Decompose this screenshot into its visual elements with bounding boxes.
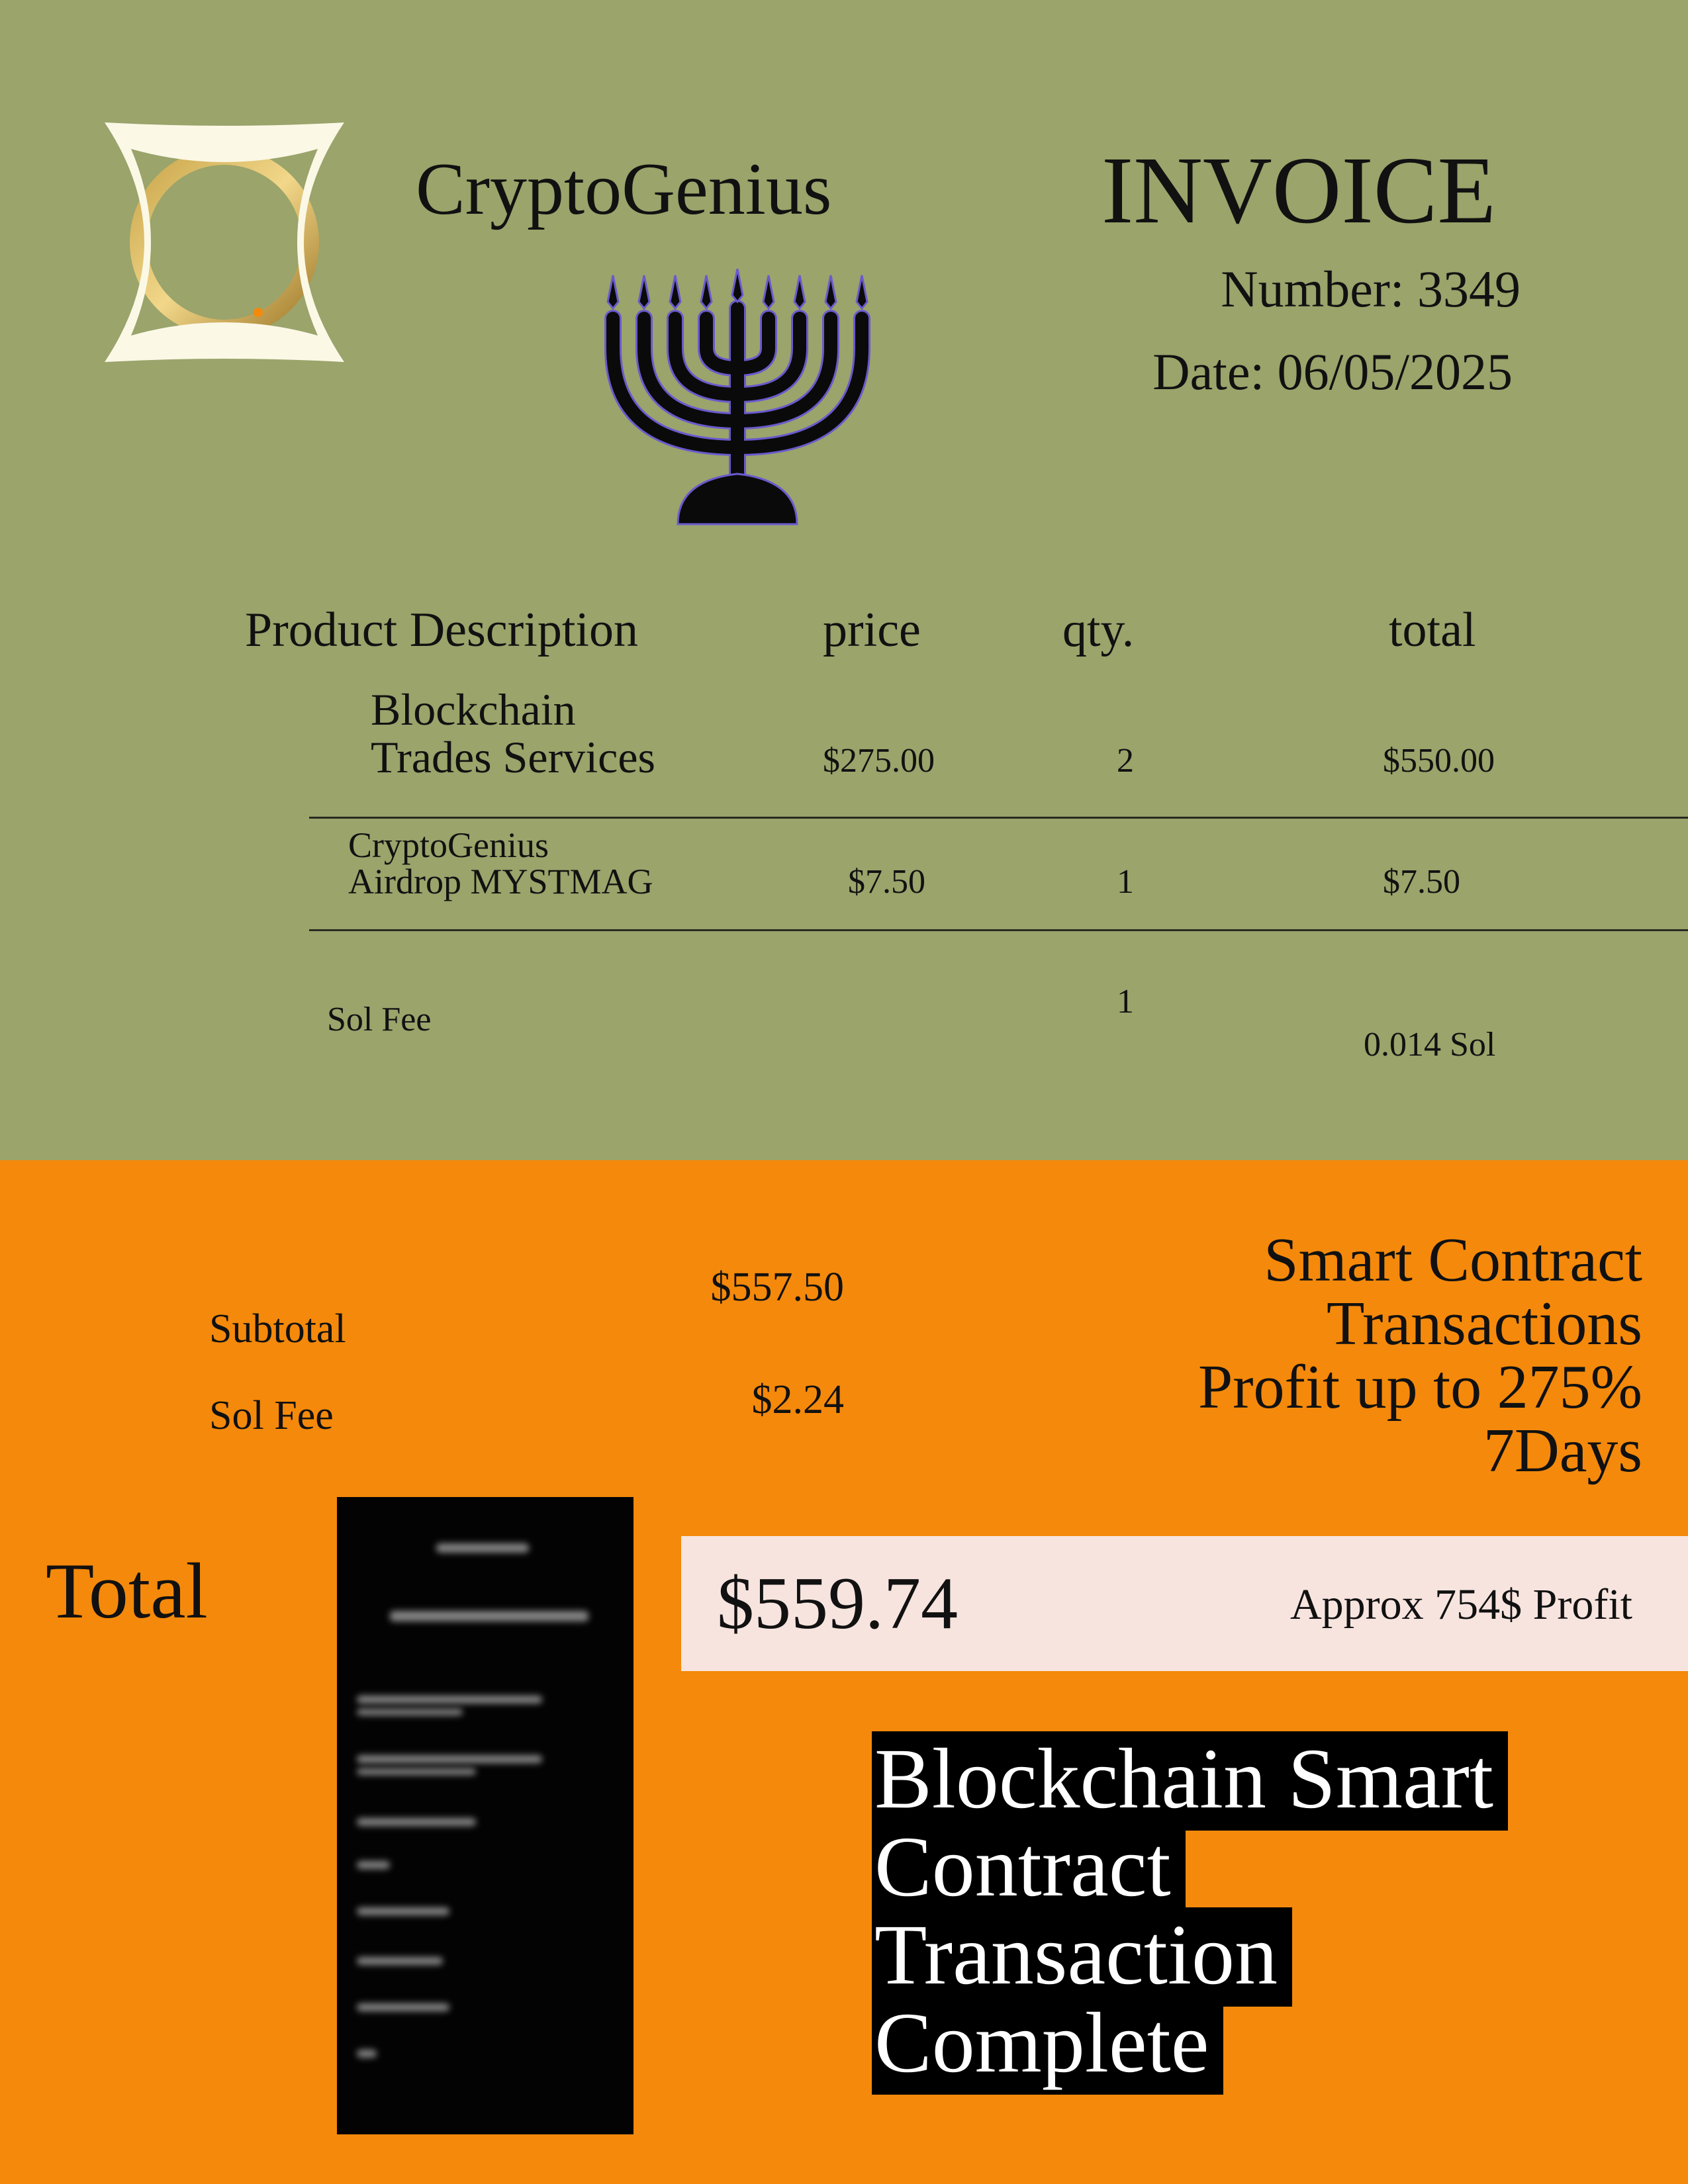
blurred-transaction-screenshot [337, 1497, 633, 2134]
total-value: $559.74 [717, 1563, 958, 1645]
row1-price: $275.00 [823, 742, 935, 780]
total-label: Total [46, 1547, 208, 1635]
header-total: total [1389, 603, 1476, 657]
promo-text: Smart Contract Transactions Profit up to… [1198, 1228, 1642, 1482]
header-section [0, 0, 1688, 1160]
invoice-date: Date: 06/05/2025 [1152, 343, 1513, 400]
invoice-title: INVOICE [1102, 138, 1497, 244]
profit-note: Approx 754$ Profit [1290, 1580, 1632, 1629]
summary-section [0, 1160, 1688, 2184]
promo-line: Transactions [1327, 1289, 1642, 1358]
row2-price: $7.50 [848, 863, 925, 901]
row3-total: 0.014 Sol [1364, 1026, 1496, 1064]
promo-line: 7Days [1483, 1416, 1642, 1485]
invoice-number: Number: 3349 [1221, 260, 1521, 318]
banner-line: Complete [872, 1995, 1224, 2095]
subtotal-label: Subtotal [209, 1306, 346, 1351]
completion-banner: Blockchain Smart Contract Transaction Co… [872, 1731, 1666, 2095]
row2-total: $7.50 [1383, 863, 1460, 901]
menorah-icon [604, 269, 870, 525]
row1-total: $550.00 [1383, 742, 1495, 780]
gold-coin-knot-logo [105, 122, 344, 362]
subtotal-value: $557.50 [710, 1265, 845, 1310]
brand-name: CryptoGenius [416, 148, 832, 230]
banner-line: Contract [872, 1819, 1186, 1919]
total-bar: $559.74 Approx 754$ Profit [681, 1536, 1688, 1671]
fee-label: Sol Fee [209, 1393, 334, 1438]
row2-description-line1: CryptoGenius [348, 825, 549, 865]
row1-description-line1: Blockchain [371, 684, 576, 735]
fee-value: $2.24 [751, 1377, 845, 1422]
row1-qty: 2 [1117, 742, 1134, 780]
row1-description-line2: Trades Services [371, 732, 655, 782]
row2-description-line2: Airdrop MYSTMAG [348, 862, 653, 901]
row-divider [309, 817, 1688, 819]
promo-line: Profit up to 275% [1197, 1353, 1642, 1422]
header-description: Product Description [245, 603, 638, 657]
banner-line: Transaction [872, 1907, 1293, 2007]
banner-line: Blockchain Smart [872, 1731, 1509, 1831]
row2-qty: 1 [1117, 863, 1134, 901]
header-qty: qty. [1062, 603, 1135, 657]
row3-qty: 1 [1117, 983, 1134, 1021]
row-divider [309, 929, 1688, 931]
header-price: price [823, 603, 921, 657]
promo-line: Smart Contract [1264, 1226, 1642, 1295]
row3-description: Sol Fee [327, 1001, 432, 1038]
